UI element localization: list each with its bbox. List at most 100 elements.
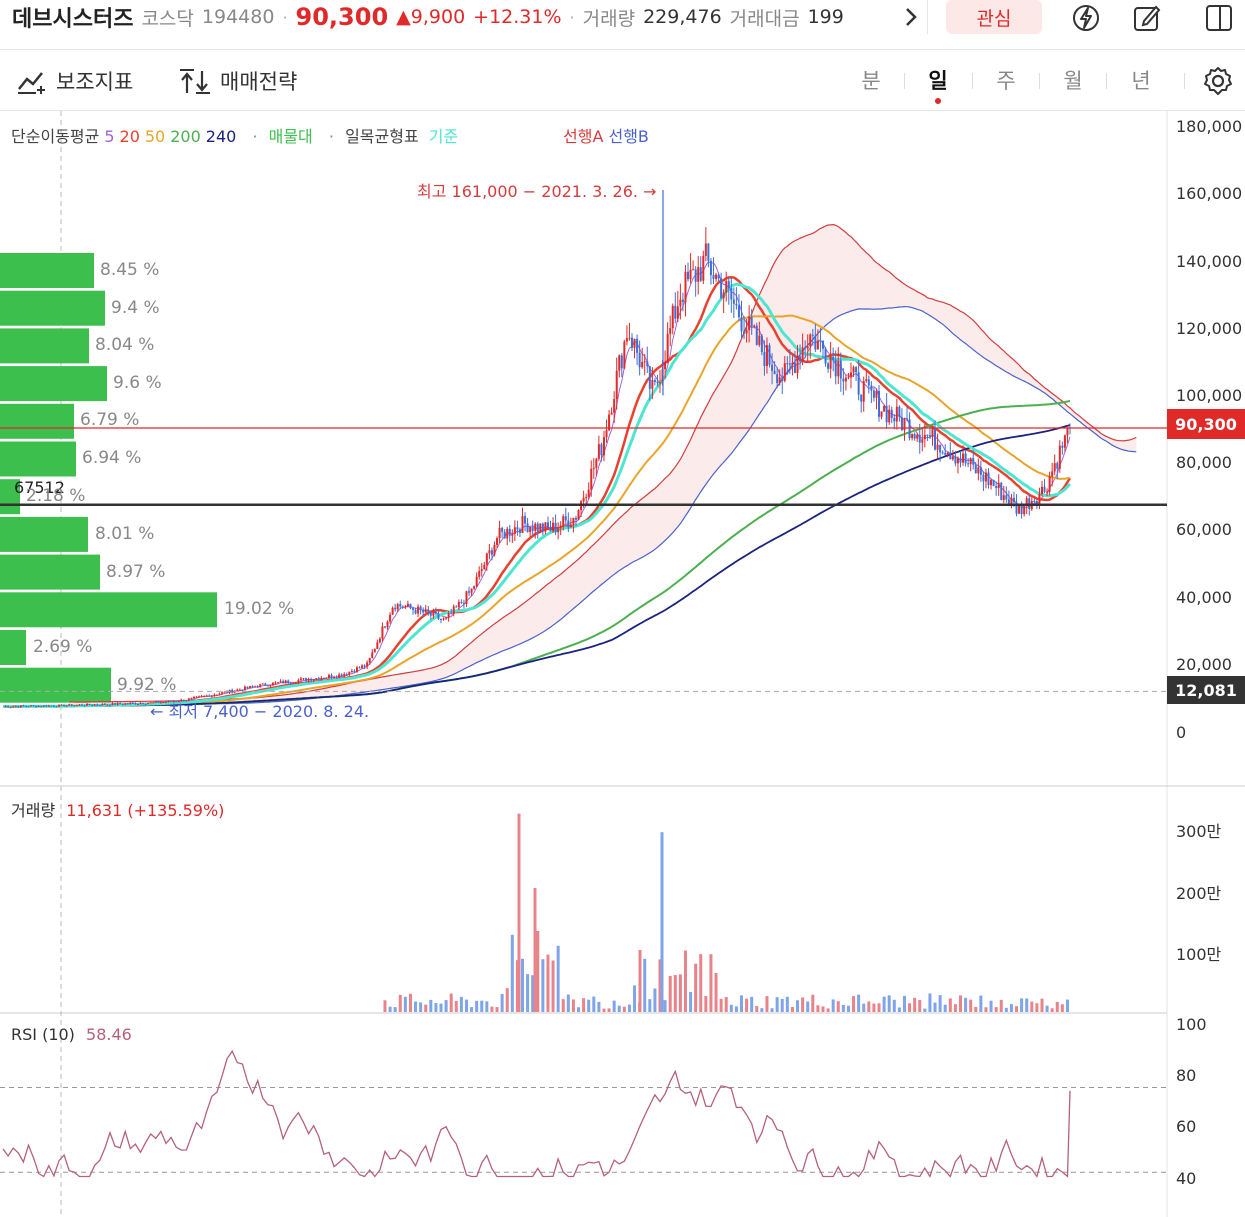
candle-body [613, 398, 616, 413]
candle-body [37, 705, 40, 707]
candle-body [900, 417, 903, 431]
indicator-button[interactable]: 보조지표 [16, 65, 133, 97]
candle-body [944, 452, 947, 455]
period-month[interactable]: 월 [1063, 69, 1083, 93]
candle-body [88, 703, 91, 705]
candle-body [712, 275, 715, 279]
sma-50: 50 [144, 127, 166, 146]
candle-body [434, 611, 437, 614]
volume-bar [403, 996, 407, 1012]
volume-profile-bar [0, 290, 105, 326]
candle-body [557, 528, 560, 533]
candle-body [870, 385, 873, 391]
candle-body [297, 680, 300, 683]
volume-bar [948, 998, 952, 1012]
candle-body [111, 703, 114, 706]
volume-profile-bar [0, 403, 74, 439]
candle-body [959, 458, 962, 463]
candle-body [969, 458, 972, 465]
candle-body [536, 523, 539, 532]
moving-average-line [2, 314, 1071, 708]
chevron-right-icon[interactable] [904, 6, 918, 33]
volume-bar [938, 995, 942, 1012]
candle-body [241, 689, 244, 691]
candle-body [292, 682, 295, 684]
rsi-panel-value: 58.46 [86, 1025, 132, 1044]
candle-body [837, 360, 840, 377]
candle-body [875, 390, 878, 398]
period-separator [1184, 73, 1185, 89]
candle-body [35, 705, 38, 707]
volume-bar [999, 999, 1003, 1012]
candle-body [638, 352, 641, 368]
candle-body [429, 612, 432, 616]
period-year[interactable]: 년 [1131, 69, 1151, 93]
volume-bar [887, 995, 891, 1012]
candle-body [78, 704, 81, 706]
candle-body [256, 686, 259, 688]
candle-body [595, 458, 598, 468]
period-minute[interactable]: 분 [861, 69, 881, 93]
candle-body [414, 609, 417, 614]
volume-bar [480, 1000, 484, 1012]
candle-body [995, 485, 998, 489]
candle-body [317, 678, 320, 680]
volume-bar [551, 960, 555, 1012]
volume-bar [607, 1008, 611, 1012]
candle-body [488, 550, 491, 554]
candle-body [468, 591, 471, 593]
candle-body [526, 523, 529, 533]
candle-body [939, 444, 942, 453]
candle-body [883, 405, 886, 412]
candle-body [131, 702, 134, 704]
indicator-legend: 단순이동평균 5 20 50 200 240 · 매물대 · 일목균형표 기준 [11, 123, 463, 147]
candle-body [1043, 486, 1046, 492]
stock-header: 데브시스터즈 코스닥 194480 · 90,300 ▲9,900 +12.31… [0, 0, 1245, 50]
panel-icon[interactable] [1204, 3, 1234, 33]
volume-bar [485, 1001, 489, 1012]
volume-bar [444, 1000, 448, 1012]
market-name: 코스닥 [141, 7, 194, 30]
volume-bar [673, 975, 677, 1012]
ichimoku-legend: 선행A 선행B [563, 123, 649, 147]
y-axis-tick: 0 [1176, 723, 1187, 742]
period-week[interactable]: 주 [996, 69, 1016, 93]
candle-body [564, 516, 567, 521]
price-chart[interactable] [0, 111, 1245, 1217]
candle-body [791, 362, 794, 365]
candle-body [1033, 500, 1036, 502]
volume-profile-label: 6.79 % [80, 410, 140, 430]
candle-body [315, 678, 318, 680]
strategy-button[interactable]: 매매전략 [178, 65, 297, 97]
volume-bar [750, 996, 754, 1012]
candle-body [1053, 463, 1056, 472]
candle-body [847, 376, 850, 378]
period-day[interactable]: 일 [928, 69, 948, 93]
candle-body [608, 414, 611, 431]
watchlist-button[interactable]: 관심 [946, 0, 1042, 34]
volume-bar [388, 1006, 392, 1012]
candle-body [666, 333, 669, 362]
volume-bar [989, 1000, 993, 1012]
candle-body [1023, 505, 1026, 515]
candle-body [307, 679, 310, 681]
candle-body [157, 701, 160, 703]
lightning-icon[interactable] [1071, 3, 1101, 33]
candle-body [707, 243, 710, 261]
candle-body [371, 652, 374, 658]
volume-bar [398, 994, 402, 1012]
volume-bar [678, 974, 682, 1012]
candle-body [936, 444, 939, 450]
volume-bar [592, 996, 596, 1012]
candle-body [641, 362, 644, 368]
volume-bar [729, 1004, 733, 1012]
sma-20: 20 [119, 127, 140, 146]
volume-bar [531, 975, 535, 1012]
volume-bar [714, 972, 718, 1012]
gear-icon[interactable] [1202, 65, 1234, 101]
moving-average-line [2, 424, 1071, 708]
volume-bar [872, 1003, 876, 1012]
edit-icon[interactable] [1132, 3, 1162, 33]
volume-bar [520, 958, 524, 1012]
volume-bar [658, 959, 662, 1012]
